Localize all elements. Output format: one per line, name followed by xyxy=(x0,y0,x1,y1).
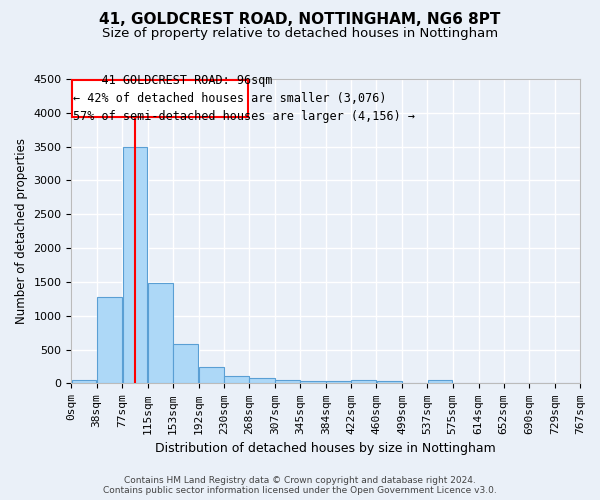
Bar xyxy=(199,367,224,384)
Bar xyxy=(377,382,402,384)
Text: Contains HM Land Registry data © Crown copyright and database right 2024.
Contai: Contains HM Land Registry data © Crown c… xyxy=(103,476,497,495)
FancyBboxPatch shape xyxy=(72,80,248,117)
X-axis label: Distribution of detached houses by size in Nottingham: Distribution of detached houses by size … xyxy=(155,442,496,455)
Bar xyxy=(250,378,275,384)
Bar xyxy=(428,380,452,384)
Bar xyxy=(123,146,148,384)
Bar xyxy=(97,297,122,384)
Bar xyxy=(326,382,351,384)
Bar xyxy=(148,284,173,384)
Bar xyxy=(71,380,97,384)
Text: 41, GOLDCREST ROAD, NOTTINGHAM, NG6 8PT: 41, GOLDCREST ROAD, NOTTINGHAM, NG6 8PT xyxy=(100,12,500,28)
Text: Size of property relative to detached houses in Nottingham: Size of property relative to detached ho… xyxy=(102,28,498,40)
Bar xyxy=(352,380,376,384)
Bar xyxy=(173,344,199,384)
Text: 41 GOLDCREST ROAD: 96sqm
← 42% of detached houses are smaller (3,076)
57% of sem: 41 GOLDCREST ROAD: 96sqm ← 42% of detach… xyxy=(73,74,415,123)
Bar xyxy=(224,376,249,384)
Bar xyxy=(301,380,326,384)
Y-axis label: Number of detached properties: Number of detached properties xyxy=(15,138,28,324)
Bar xyxy=(275,380,300,384)
